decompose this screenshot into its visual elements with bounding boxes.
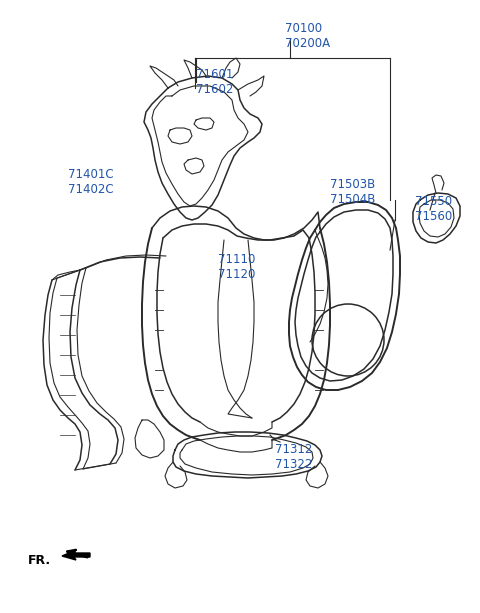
Text: FR.: FR. (28, 554, 51, 566)
Text: 70100
70200A: 70100 70200A (285, 22, 330, 50)
Text: 71312
71322: 71312 71322 (275, 443, 312, 471)
Text: 71550
71560: 71550 71560 (415, 195, 452, 223)
Text: 71110
71120: 71110 71120 (218, 253, 255, 281)
Text: 71401C
71402C: 71401C 71402C (68, 168, 114, 196)
Text: 71601
71602: 71601 71602 (196, 68, 233, 96)
Polygon shape (62, 550, 90, 560)
Text: 71503B
71504B: 71503B 71504B (330, 178, 375, 206)
